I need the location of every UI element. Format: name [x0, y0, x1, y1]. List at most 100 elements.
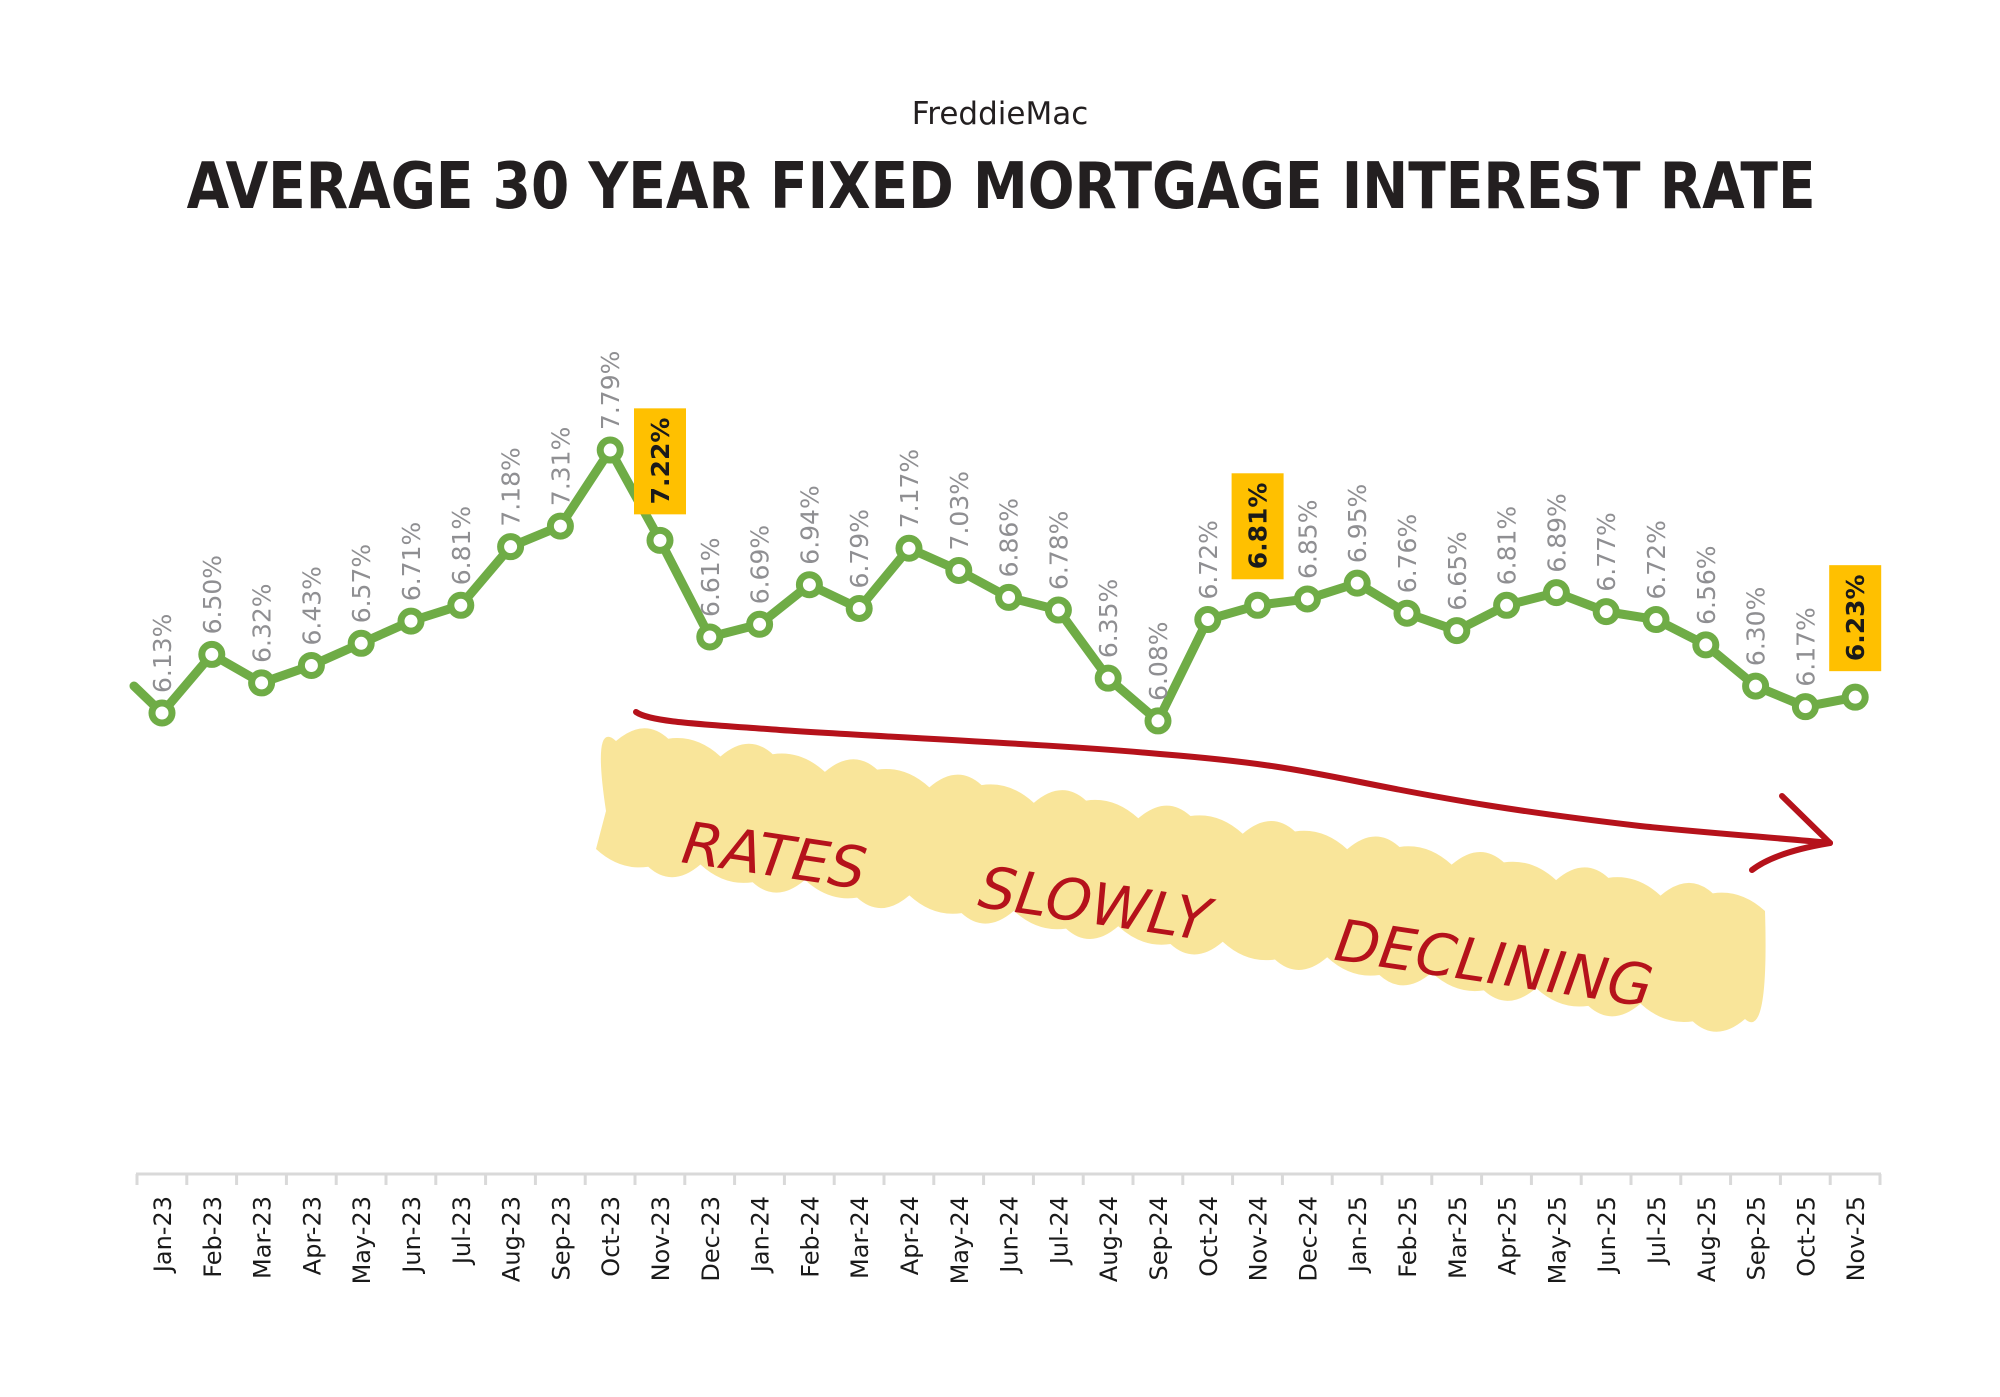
data-label: 6.32% [248, 583, 277, 662]
x-axis-label: Jan-23 [149, 1196, 177, 1274]
svg-text:6.85%: 6.85% [1293, 500, 1322, 579]
data-point [696, 623, 724, 651]
svg-text:6.72%: 6.72% [1642, 520, 1671, 599]
svg-text:6.08%: 6.08% [1144, 621, 1173, 700]
x-axis-label: Apr-24 [896, 1196, 924, 1275]
data-point [1493, 591, 1521, 619]
svg-text:6.81%: 6.81% [1493, 506, 1522, 585]
x-axis-label: Feb-24 [796, 1196, 824, 1278]
x-axis-label: Jul-23 [448, 1196, 476, 1266]
data-point [795, 571, 823, 599]
svg-text:6.72%: 6.72% [1194, 520, 1223, 599]
x-axis-label: May-23 [348, 1196, 376, 1284]
svg-text:6.81%: 6.81% [1244, 483, 1273, 570]
svg-text:6.32%: 6.32% [248, 583, 277, 662]
data-point [1791, 693, 1819, 721]
data-label: 6.89% [1542, 493, 1571, 572]
x-axis-label: Jul-25 [1643, 1196, 1671, 1266]
data-label: 6.95% [1343, 484, 1372, 563]
data-label: 6.30% [1742, 587, 1771, 666]
data-labels: 6.13% 6.50% 6.32% 6.43% 6.57% 6.71% 6.81% 7.18%… [148, 351, 1882, 701]
data-label: 7.17% [895, 449, 924, 528]
data-label: 6.81% [447, 506, 476, 585]
data-point [995, 583, 1023, 611]
data-label: 6.77% [1592, 512, 1621, 591]
x-axis-label: Aug-25 [1693, 1196, 1721, 1282]
data-point [895, 534, 923, 562]
x-axis-label: Apr-25 [1494, 1196, 1522, 1275]
x-axis-label: Oct-23 [597, 1196, 625, 1277]
x-axis-label: Aug-24 [1095, 1196, 1123, 1282]
x-axis-label: Jun-23 [398, 1196, 426, 1275]
x-axis-label: Aug-23 [498, 1196, 526, 1282]
data-label: 6.50% [198, 555, 227, 634]
svg-text:6.43%: 6.43% [297, 566, 326, 645]
x-axis-label: Dec-23 [697, 1196, 725, 1282]
x-axis-label: Jan-25 [1344, 1196, 1372, 1274]
data-label: 6.76% [1393, 514, 1422, 593]
x-axis-label: Sep-23 [547, 1196, 575, 1280]
svg-text:6.69%: 6.69% [746, 525, 775, 604]
data-point [746, 610, 774, 638]
data-point [347, 629, 375, 657]
x-axis-label: Mar-24 [846, 1196, 874, 1279]
data-point [1841, 683, 1869, 711]
x-axis-label: Sep-25 [1743, 1196, 1771, 1280]
data-markers [148, 436, 1869, 735]
data-point [945, 556, 973, 584]
svg-text:6.65%: 6.65% [1443, 531, 1472, 610]
data-point [546, 512, 574, 540]
data-label: 6.61% [696, 538, 725, 617]
data-point [1144, 707, 1172, 735]
data-point [397, 607, 425, 635]
data-point [1293, 585, 1321, 613]
data-label: 6.56% [1692, 545, 1721, 624]
data-point [1393, 599, 1421, 627]
x-axis-label: Jun-25 [1593, 1196, 1621, 1275]
data-point [1692, 631, 1720, 659]
svg-text:6.77%: 6.77% [1592, 512, 1621, 591]
data-label: 6.81% [1493, 506, 1522, 585]
data-point [1642, 606, 1670, 634]
x-axis-label: Jul-24 [1045, 1196, 1073, 1266]
svg-text:6.81%: 6.81% [447, 506, 476, 585]
data-label: 6.78% [1044, 511, 1073, 590]
x-axis-label: May-25 [1543, 1196, 1571, 1284]
x-axis-label: Jun-24 [996, 1196, 1024, 1275]
data-label: 6.08% [1144, 621, 1173, 700]
annotation-highlight [596, 728, 1766, 1032]
data-point [297, 651, 325, 679]
svg-text:7.22%: 7.22% [646, 418, 675, 505]
data-point [1044, 596, 1072, 624]
svg-text:6.57%: 6.57% [347, 544, 376, 623]
data-point [646, 526, 674, 554]
svg-text:6.35%: 6.35% [1094, 579, 1123, 658]
chart-title: AVERAGE 30 YEAR FIXED MORTGAGE INTEREST … [186, 150, 1816, 224]
svg-text:6.95%: 6.95% [1343, 484, 1372, 563]
svg-text:6.94%: 6.94% [795, 485, 824, 564]
x-axis-label: Mar-23 [249, 1196, 277, 1279]
data-label: 7.31% [546, 427, 575, 506]
data-label: 6.13% [148, 614, 177, 693]
x-axis-label: Apr-23 [298, 1196, 326, 1275]
data-point [148, 699, 176, 727]
data-label: 6.69% [746, 525, 775, 604]
data-label: 7.79% [596, 351, 625, 430]
data-label: 6.94% [795, 485, 824, 564]
highlighted-data-label: 6.23% [1829, 565, 1882, 672]
svg-text:6.89%: 6.89% [1542, 493, 1571, 572]
data-point [1542, 579, 1570, 607]
chart-source: FreddieMac [911, 96, 1089, 132]
data-point [447, 591, 475, 619]
svg-text:6.23%: 6.23% [1841, 574, 1870, 661]
data-point [845, 594, 873, 622]
data-label: 6.71% [397, 522, 426, 601]
x-axis-label: May-24 [946, 1196, 974, 1284]
svg-text:6.71%: 6.71% [397, 522, 426, 601]
data-point [1244, 591, 1272, 619]
data-label: 7.03% [945, 471, 974, 550]
x-axis-label: Nov-25 [1842, 1196, 1870, 1281]
svg-text:6.86%: 6.86% [995, 498, 1024, 577]
data-point [1592, 598, 1620, 626]
